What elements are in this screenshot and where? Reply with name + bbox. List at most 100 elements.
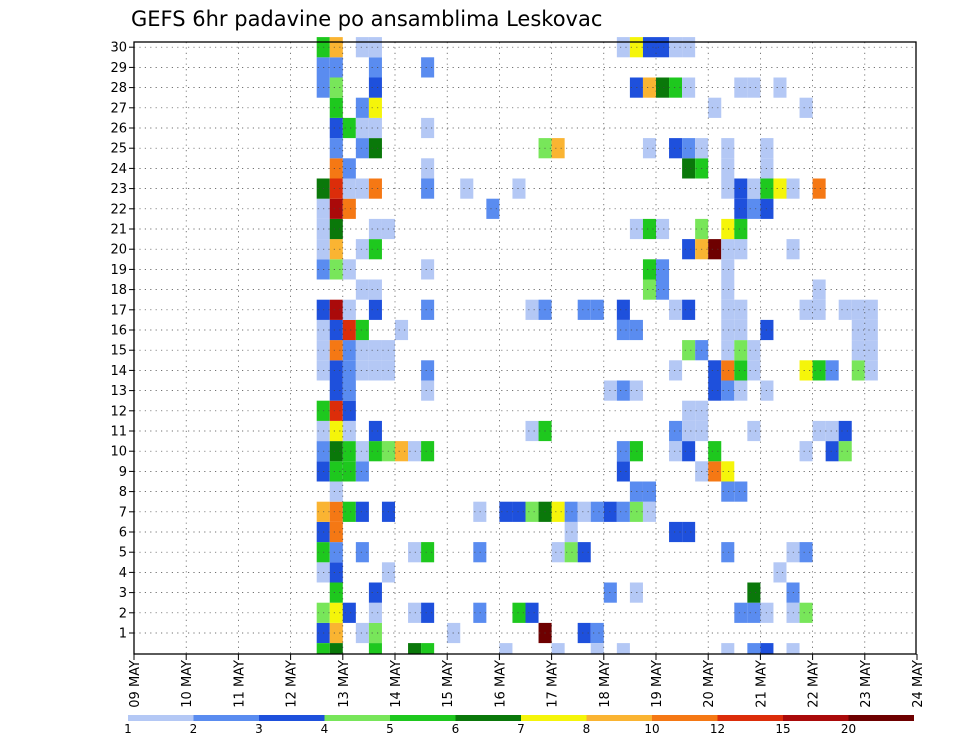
heatmap-cell (682, 441, 696, 462)
heatmap-cell (355, 461, 369, 482)
heatmap-cell (368, 57, 382, 78)
heatmap-cell (329, 441, 343, 462)
heatmap-cell (786, 643, 800, 654)
heatmap-cell (329, 178, 343, 199)
colorbar-label: 8 (583, 722, 591, 736)
heatmap-cell (329, 218, 343, 240)
heatmap-cell (773, 562, 787, 583)
heatmap-cell (368, 622, 382, 644)
heatmap-cell (577, 299, 591, 320)
heatmap-cell (669, 521, 683, 543)
heatmap-cell (329, 299, 343, 320)
y-tick-label: 12 (110, 404, 127, 419)
y-tick-label: 2 (119, 606, 127, 621)
heatmap-cell (421, 117, 435, 139)
heatmap-cell (355, 178, 369, 199)
heatmap-cell (342, 178, 356, 199)
heatmap-cell (421, 602, 435, 623)
heatmap-cell (329, 521, 343, 543)
heatmap-cell (355, 441, 369, 462)
heatmap-cell (499, 501, 513, 522)
colorbar-label: 12 (710, 722, 725, 736)
heatmap-cell (864, 360, 878, 381)
heatmap-cell (342, 420, 356, 442)
x-tick-label: 20 MAY (702, 660, 717, 708)
heatmap-cell (512, 602, 526, 623)
y-tick-label: 6 (119, 526, 127, 541)
heatmap-cell (773, 178, 787, 199)
heatmap-cell (669, 299, 683, 320)
heatmap-cell (395, 441, 409, 462)
heatmap-cell (747, 420, 761, 442)
heatmap-cell (551, 643, 565, 654)
heatmap-cell (551, 501, 565, 522)
heatmap-cell (368, 97, 382, 118)
heatmap-cell (721, 542, 735, 563)
heatmap-cell (329, 360, 343, 381)
y-tick-label: 27 (110, 101, 127, 116)
x-tick-label: 23 MAY (859, 660, 874, 708)
y-tick-label: 5 (119, 546, 127, 561)
heatmap-cell (368, 239, 382, 260)
heatmap-cell (642, 259, 656, 280)
y-tick-label: 26 (110, 122, 127, 137)
heatmap-cell (460, 178, 474, 199)
heatmap-cell (721, 643, 735, 654)
heatmap-cell (329, 562, 343, 583)
heatmap-cell (525, 299, 539, 320)
heatmap-cell (368, 218, 382, 240)
heatmap-cell (812, 420, 826, 442)
heatmap-cell (368, 178, 382, 199)
heatmap-cell (486, 198, 500, 219)
heatmap-cell (825, 420, 839, 442)
heatmap-cell (838, 441, 852, 462)
heatmap-cell (747, 602, 761, 623)
heatmap-cell (708, 97, 722, 118)
heatmap-cell (551, 138, 565, 159)
heatmap-cell (355, 340, 369, 361)
heatmap-cell (734, 602, 748, 623)
heatmap-cell (708, 441, 722, 462)
y-tick-label: 19 (110, 263, 127, 278)
heatmap-cell (838, 299, 852, 320)
heatmap-cell (329, 57, 343, 78)
heatmap-cell (721, 158, 735, 179)
heatmap-cell (421, 643, 435, 654)
heatmap-cell (355, 542, 369, 563)
heatmap-cell (329, 138, 343, 159)
heatmap-cell (799, 602, 813, 623)
heatmap-cell (812, 178, 826, 199)
heatmap-cell (616, 461, 630, 482)
heatmap-cell (408, 441, 422, 462)
heatmap-cell (355, 622, 369, 644)
heatmap-cell (590, 643, 604, 654)
heatmap-cell (577, 622, 591, 644)
colorbar-swatch (193, 715, 259, 721)
heatmap-cell (682, 158, 696, 179)
heatmap-cell (734, 481, 748, 502)
heatmap-cell (368, 37, 382, 58)
heatmap-cell (864, 299, 878, 320)
heatmap-cell (329, 461, 343, 482)
heatmap-cell (747, 77, 761, 98)
heatmap-cell (408, 602, 422, 623)
heatmap-cell (721, 239, 735, 260)
heatmap-cell (342, 158, 356, 179)
heatmap-cell (421, 542, 435, 563)
heatmap-cell (773, 77, 787, 98)
heatmap-cell (721, 481, 735, 502)
heatmap-cell (734, 340, 748, 361)
colorbar-label: 15 (775, 722, 790, 736)
colorbar-label: 10 (644, 722, 659, 736)
colorbar-label: 3 (255, 722, 263, 736)
x-tick-label: 15 MAY (441, 660, 456, 708)
heatmap-cell (368, 441, 382, 462)
heatmap-cell (329, 319, 343, 341)
heatmap-cell (747, 340, 761, 361)
heatmap-cell (342, 501, 356, 522)
heatmap-cell (734, 239, 748, 260)
x-tick-label: 14 MAY (389, 660, 404, 708)
heatmap-cell (316, 643, 330, 654)
heatmap-cell (616, 319, 630, 341)
heatmap-cell (421, 360, 435, 381)
